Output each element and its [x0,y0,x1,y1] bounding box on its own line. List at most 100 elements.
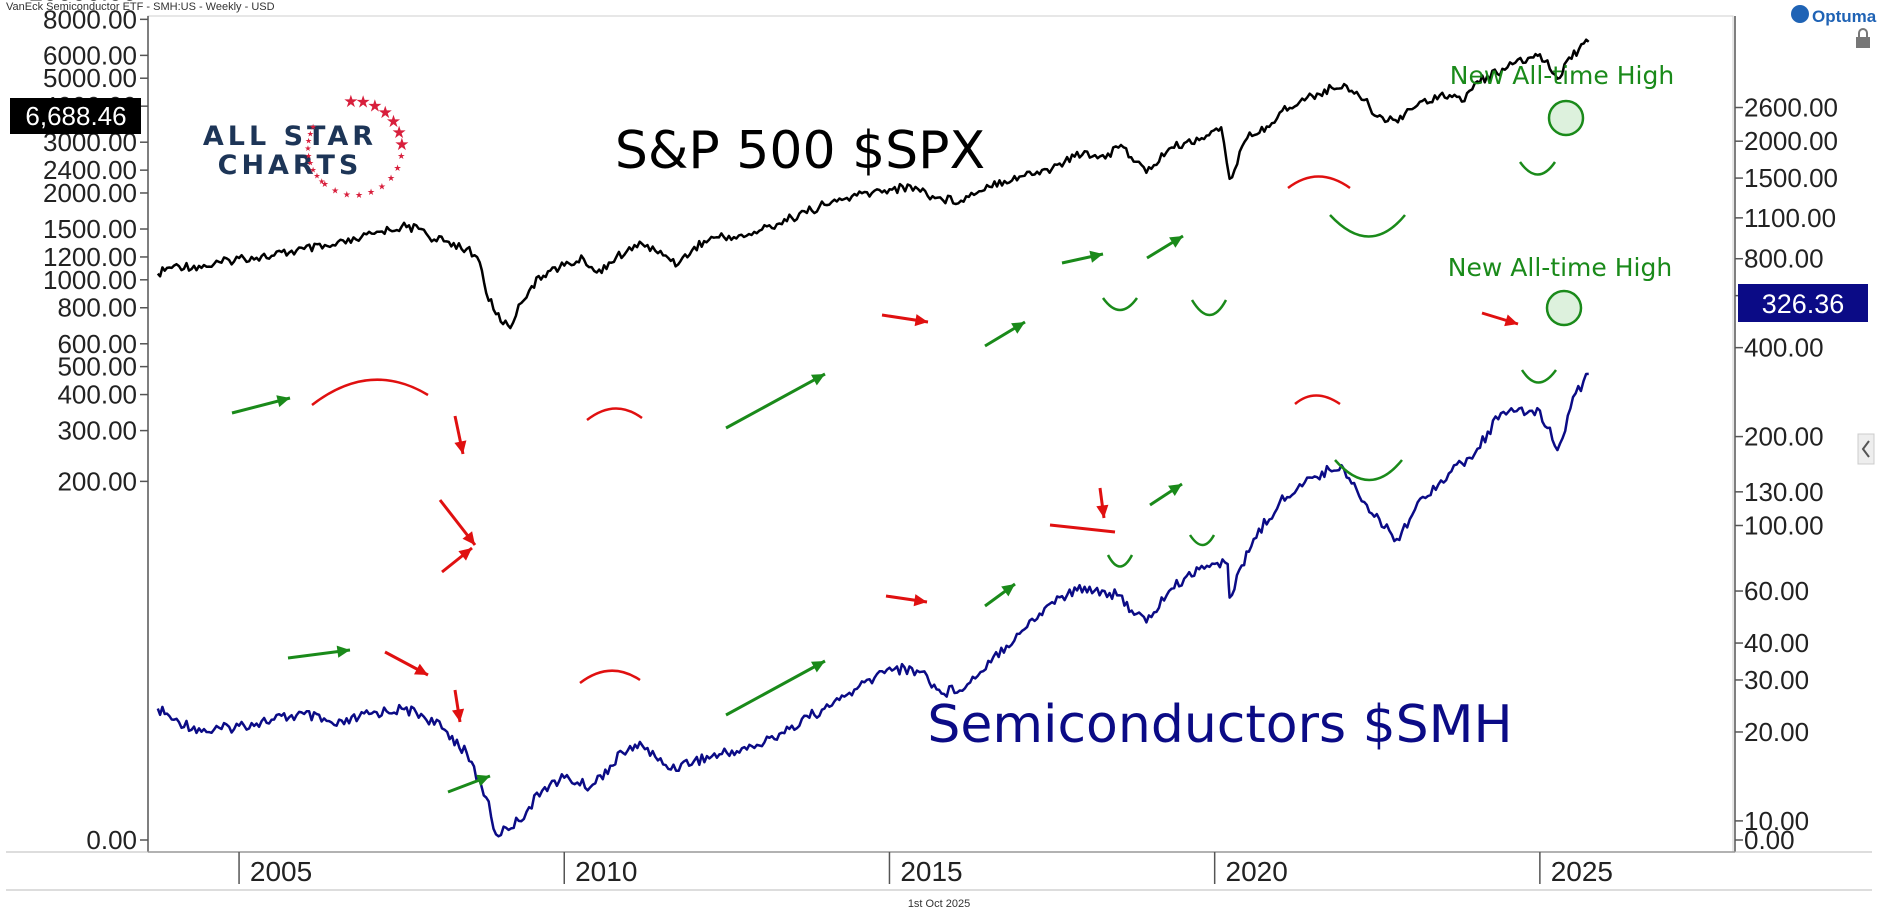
logo-star: ★ [331,187,339,197]
logo-star: ★ [367,188,375,198]
logo-star: ★ [394,135,409,155]
left-tick-label: 8000.00 [43,4,137,34]
annotation-ath-circle [1545,289,1583,327]
annotation-arrowhead [913,594,927,607]
optuma-logo: Optuma [1791,5,1877,26]
series-line-smh [156,372,1589,838]
price-tag-smh: 326.36 [1738,284,1868,322]
annotation-arrowhead [1001,584,1015,597]
right-tick-label: 1100.00 [1744,203,1836,233]
right-tick-label: 60.00 [1744,576,1809,606]
collapse-panel-chevron-icon[interactable] [1857,433,1875,465]
annotation-spx-title: S&P 500 $SPX [615,121,985,181]
logo-star: ★ [310,165,317,174]
annotation-arc [1294,394,1341,406]
left-tick-label: 400.00 [57,380,137,410]
right-tick-label: 20.00 [1744,717,1809,747]
logo-star: ★ [378,183,386,193]
logo-star: ★ [397,152,405,162]
left-tick-label: 1200.00 [43,242,137,272]
logo-star: ★ [394,164,402,174]
logo-star: ★ [367,96,382,116]
right-axis-ticks: 2600.002000.001500.001100.00800.00600.00… [1735,93,1838,855]
annotation-arrowhead [1169,236,1183,248]
svg-text:CHARTS: CHARTS [218,150,363,181]
annotation-arrowhead [811,661,825,673]
chart-footer-date: 1st Oct 2025 [907,898,971,910]
right-tick-label: 40.00 [1744,628,1809,658]
logo-star: ★ [313,172,320,181]
left-tick-label: 0.00 [86,825,137,855]
annotation-arrowhead [811,374,825,386]
annotation-arc [1188,534,1216,547]
right-tick-label: 100.00 [1744,511,1824,541]
annotation-arc [311,378,429,406]
logo-star: ★ [305,151,312,160]
series-line-spx [156,38,1590,330]
x-tick-label: 2020 [1226,856,1288,887]
annotation-arrowhead [476,774,490,787]
logo-star: ★ [343,190,351,200]
logo-star: ★ [355,191,363,201]
logo-star: ★ [307,159,314,168]
annotation-arrowhead [336,645,350,658]
left-tick-label: 2400.00 [43,155,137,185]
logo-star: ★ [343,92,358,112]
annotation-arrowhead [1011,322,1025,334]
x-axis-ticks: 2005 2010 2015 2020 2025 [238,852,1613,887]
left-tick-label: 500.00 [57,352,137,382]
left-tick-label: 200.00 [57,466,137,496]
left-tick-label: 5000.00 [43,63,137,93]
right-tick-label: 10.00 [1744,806,1809,836]
logo-star: ★ [321,180,329,190]
right-tick-label: 200.00 [1744,422,1824,452]
annotation-arrowhead [454,440,467,454]
annotation-arrowhead [452,708,465,722]
price-tag-spx: 6,688.46 [10,98,141,134]
optuma-label: Optuma [1812,7,1877,26]
logo-star: ★ [305,137,312,146]
annotation-ath-circle [1547,99,1585,137]
lock-icon[interactable] [1856,28,1870,48]
annotation-ath-smh: New All-time High [1448,253,1672,282]
annotation-arrowhead [1504,314,1518,327]
x-tick-label: 2025 [1551,856,1613,887]
logo-star: ★ [387,174,395,184]
annotation-smh-title: Semiconductors $SMH [927,695,1512,755]
annotation-arc [579,669,641,684]
annotation-arc [1520,369,1558,384]
svg-text:ALL STAR: ALL STAR [203,121,377,152]
x-tick-label: 2015 [900,856,962,887]
annotation-arc [1334,459,1403,482]
logo-star: ★ [318,177,325,186]
annotation-arrow [725,659,826,717]
annotation-arrow [725,372,826,430]
right-tick-label: 2600.00 [1744,93,1838,123]
logo-star: ★ [392,123,407,143]
annotation-arc [1518,161,1557,176]
right-tick-label: 2000.00 [1744,126,1838,156]
annotation-arrowhead [1096,504,1109,518]
annotation-arrowhead [1168,484,1182,496]
left-tick-label: 300.00 [57,416,137,446]
optuma-icon [1791,5,1809,23]
annotation-resistance-line [1049,523,1116,534]
annotation-arc [1190,299,1228,317]
price-tag-spx-value: 6,688.46 [25,101,126,131]
logo-star: ★ [304,144,311,153]
logo-star: ★ [386,112,401,132]
logo-stars-ring: ★★★★★★★★★★★★★★★★★★★★★★★★★ [304,92,409,201]
right-tick-label: 130.00 [1744,477,1824,507]
logo-star: ★ [356,93,371,113]
annotation-arc [1101,297,1139,312]
chart-header-title: VanEck Semiconductor ETF - SMH:US - Week… [6,1,275,13]
logo-star: ★ [310,123,317,132]
logo-star: ★ [307,129,314,138]
annotation-arrowhead [1089,250,1103,263]
logo-star: ★ [378,103,393,123]
annotation-arrowhead [462,531,475,545]
annotation-arc [586,407,643,421]
left-tick-label: 10000.00 [29,0,137,6]
x-tick-label: 2010 [575,856,637,887]
